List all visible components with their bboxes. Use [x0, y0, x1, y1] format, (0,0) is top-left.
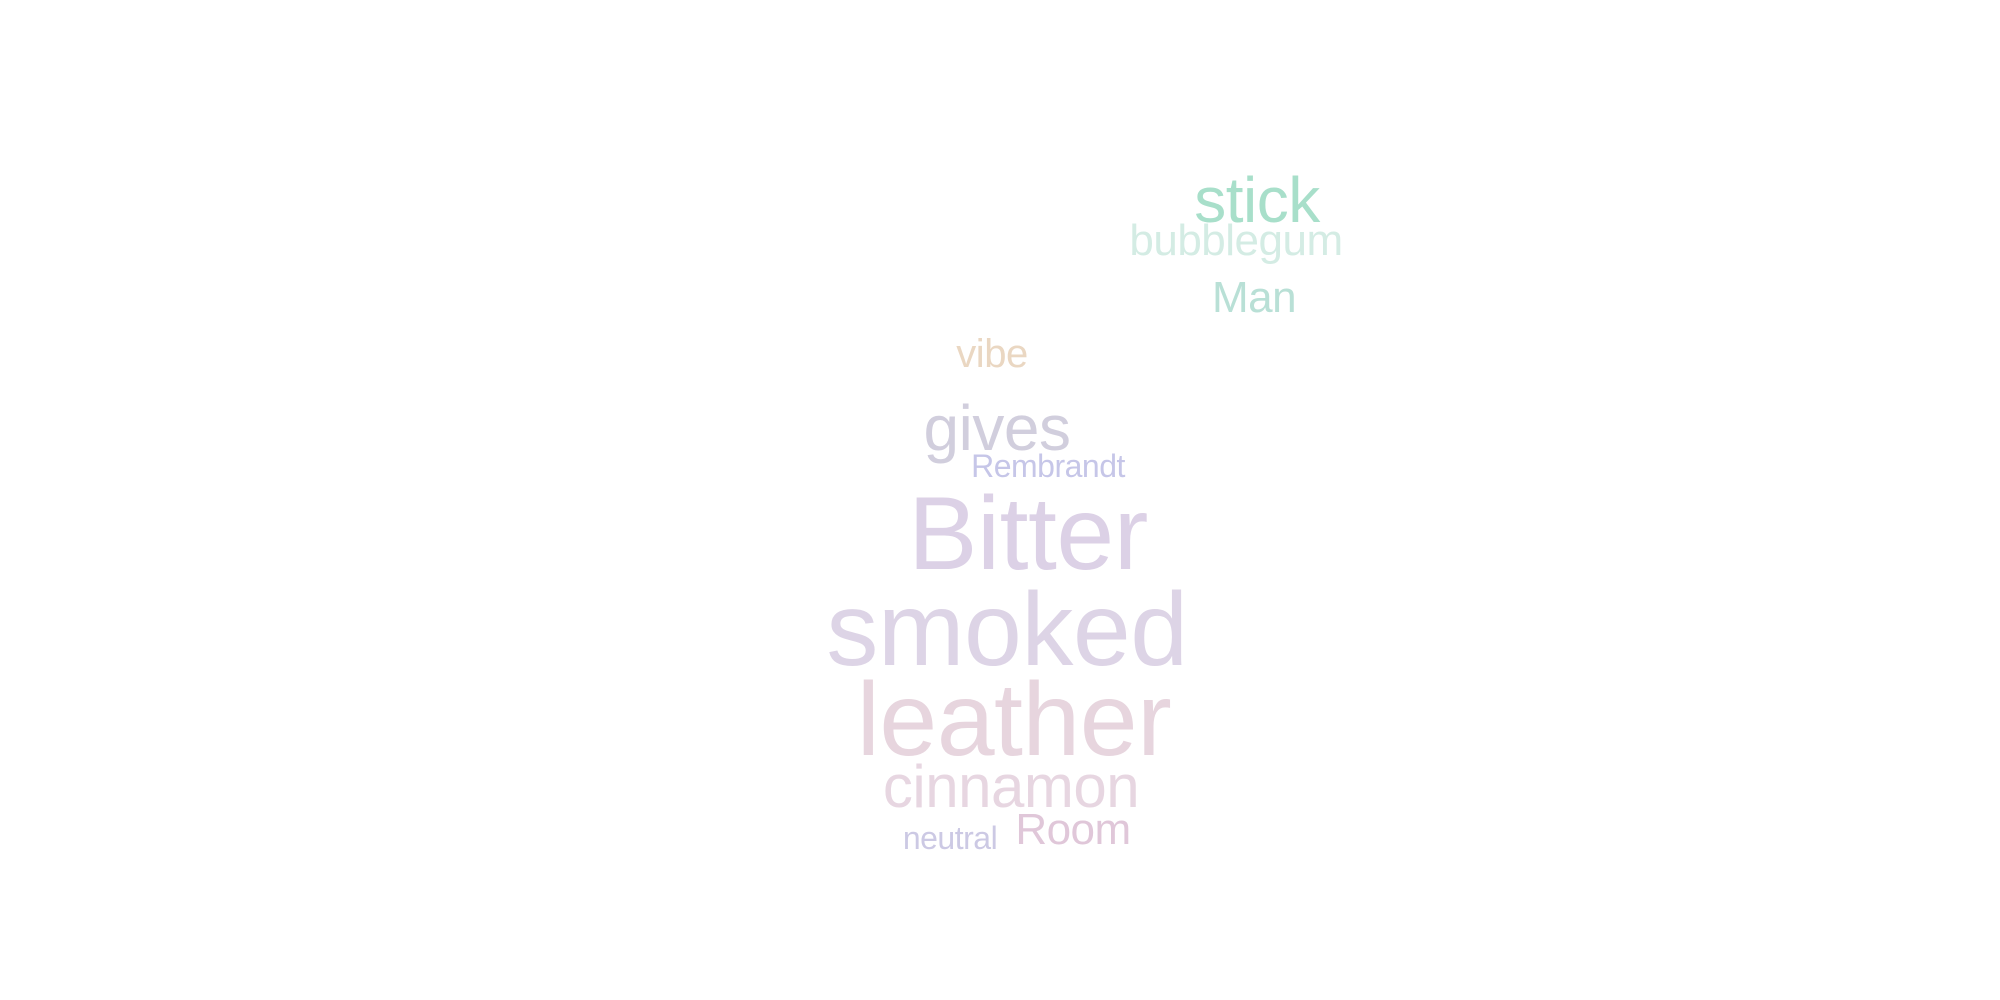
word-stick: stick — [1194, 164, 1320, 236]
word-gives: gives — [923, 392, 1071, 464]
word-room: Room — [1015, 805, 1131, 854]
word-rembrandt: Rembrandt — [971, 448, 1125, 484]
word-smoked: smoked — [826, 572, 1188, 688]
word-vibe: vibe — [956, 332, 1028, 376]
word-cinnamon: cinnamon — [882, 753, 1140, 820]
word-bubblegum: bubblegum — [1129, 216, 1343, 265]
word-leather: leather — [856, 662, 1172, 778]
word-neutral: neutral — [902, 820, 998, 856]
word-man: Man — [1211, 273, 1297, 322]
word-bitter: Bitter — [908, 476, 1148, 592]
